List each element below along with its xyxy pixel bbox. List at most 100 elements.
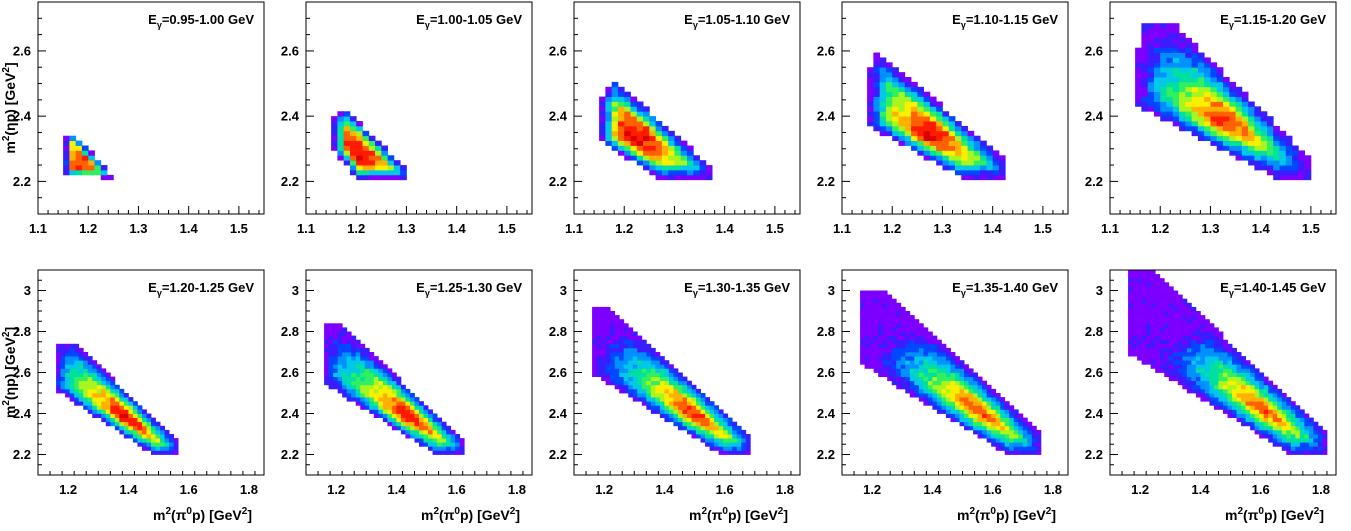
heatmap-cell <box>1213 384 1219 390</box>
heatmap-cell <box>87 405 93 410</box>
heatmap-cell <box>391 401 397 406</box>
heatmap-cell <box>592 347 597 353</box>
heatmap-cell <box>860 323 865 328</box>
heatmap-cell <box>355 384 361 390</box>
heatmap-cell <box>668 388 674 394</box>
heatmap-cell <box>343 155 351 161</box>
heatmap-cell <box>887 331 893 336</box>
heatmap-cell <box>1263 388 1269 394</box>
heatmap-cell <box>610 356 616 361</box>
heatmap-cell <box>668 130 675 137</box>
heatmap-cell <box>331 121 338 127</box>
heatmap-cell <box>992 165 1000 171</box>
heatmap-cell <box>409 421 415 427</box>
heatmap-cell <box>1254 425 1260 431</box>
heatmap-cell <box>655 145 663 151</box>
heatmap-cell <box>83 364 89 369</box>
heatmap-cell <box>637 347 643 353</box>
heatmap-cell <box>869 339 875 345</box>
heatmap-cell <box>1277 417 1283 423</box>
heatmap-cell <box>614 364 620 369</box>
heatmap-cell <box>1254 376 1260 382</box>
heatmap-cell <box>331 145 338 151</box>
heatmap-cell <box>396 376 402 382</box>
heatmap-cell <box>83 356 89 361</box>
heatmap-cell <box>1147 67 1155 73</box>
heatmap-cell <box>973 425 978 431</box>
heatmap-cell <box>1164 294 1170 300</box>
heatmap-cell <box>628 356 634 361</box>
heatmap-cell <box>373 397 379 402</box>
heatmap-cell <box>1172 67 1180 73</box>
heatmap-cell <box>356 145 363 151</box>
heatmap-cells <box>1128 270 1328 455</box>
heatmap-cell <box>869 311 875 316</box>
heatmap-cell <box>1245 380 1251 386</box>
heatmap-cell <box>1137 290 1143 295</box>
heatmap-cell <box>128 397 134 402</box>
heatmap-cell <box>914 384 920 390</box>
heatmap-cell <box>905 384 911 390</box>
heatmap-cell <box>1146 339 1152 345</box>
heatmap-cell <box>1177 339 1183 345</box>
heatmap-cell <box>605 116 613 122</box>
heatmap-cell <box>1150 347 1156 353</box>
heatmap-cell <box>1210 62 1218 68</box>
heatmap-cell <box>891 380 897 386</box>
heatmap-cell <box>324 372 329 377</box>
heatmap-cell <box>596 306 602 312</box>
heatmap-cell <box>1241 356 1246 361</box>
heatmap-cells <box>599 81 713 181</box>
heatmap-cell <box>892 67 899 73</box>
heatmap-cell <box>1236 413 1242 418</box>
heatmap-cell <box>337 339 343 345</box>
heatmap-cell <box>1150 331 1156 336</box>
heatmap-cell <box>873 319 879 324</box>
heatmap-cell <box>605 380 611 386</box>
heatmap-cell <box>1272 413 1278 418</box>
heatmap-cell <box>331 130 338 137</box>
heatmap-cell <box>1241 393 1246 398</box>
heatmap-cell <box>869 364 875 369</box>
heatmap-cell <box>337 135 345 142</box>
heatmap-cell <box>1018 446 1024 451</box>
heatmap-cell <box>328 352 334 357</box>
heatmap-cell <box>1218 331 1224 336</box>
heatmap-cell <box>982 405 988 410</box>
heatmap-cell <box>1185 37 1193 44</box>
heatmap-cell <box>1128 306 1133 312</box>
heatmap-cell <box>918 339 924 345</box>
heatmap-cell <box>1227 380 1233 386</box>
heatmap-cell <box>968 372 974 377</box>
heatmap-cell <box>337 155 345 161</box>
heatmap-cell <box>1150 360 1156 365</box>
heatmap-cell <box>1135 57 1142 63</box>
heatmap-cell <box>362 155 370 161</box>
heatmap-cell <box>909 388 915 394</box>
heatmap-cell <box>1263 434 1269 439</box>
heatmap-cell <box>346 364 352 369</box>
heatmap-cell <box>650 356 656 361</box>
heatmap-cells <box>331 111 407 181</box>
heatmap-cell <box>1218 372 1224 377</box>
heatmap-cell <box>1213 405 1219 410</box>
heatmap-cell <box>873 125 881 132</box>
heatmap-cell <box>1209 397 1215 402</box>
heatmap-cell <box>1197 125 1205 132</box>
heatmap-cell <box>441 442 447 447</box>
heatmap-cell <box>437 438 442 443</box>
heatmap-cell <box>1173 331 1179 336</box>
heatmap-cell <box>459 442 465 447</box>
heatmap-cell <box>1128 311 1133 316</box>
heatmap-cell <box>1235 106 1243 112</box>
heatmap-cell <box>611 116 619 122</box>
heatmap-cell <box>860 347 865 353</box>
heatmap-cell <box>973 384 978 390</box>
heatmap-cell <box>914 372 920 377</box>
heatmap-cell <box>601 372 607 377</box>
heatmap-cell <box>682 393 688 398</box>
heatmap-cell <box>599 121 606 127</box>
heatmap-cell <box>69 368 75 373</box>
heatmap-cell <box>1022 442 1028 447</box>
heatmap-cell <box>896 319 902 324</box>
